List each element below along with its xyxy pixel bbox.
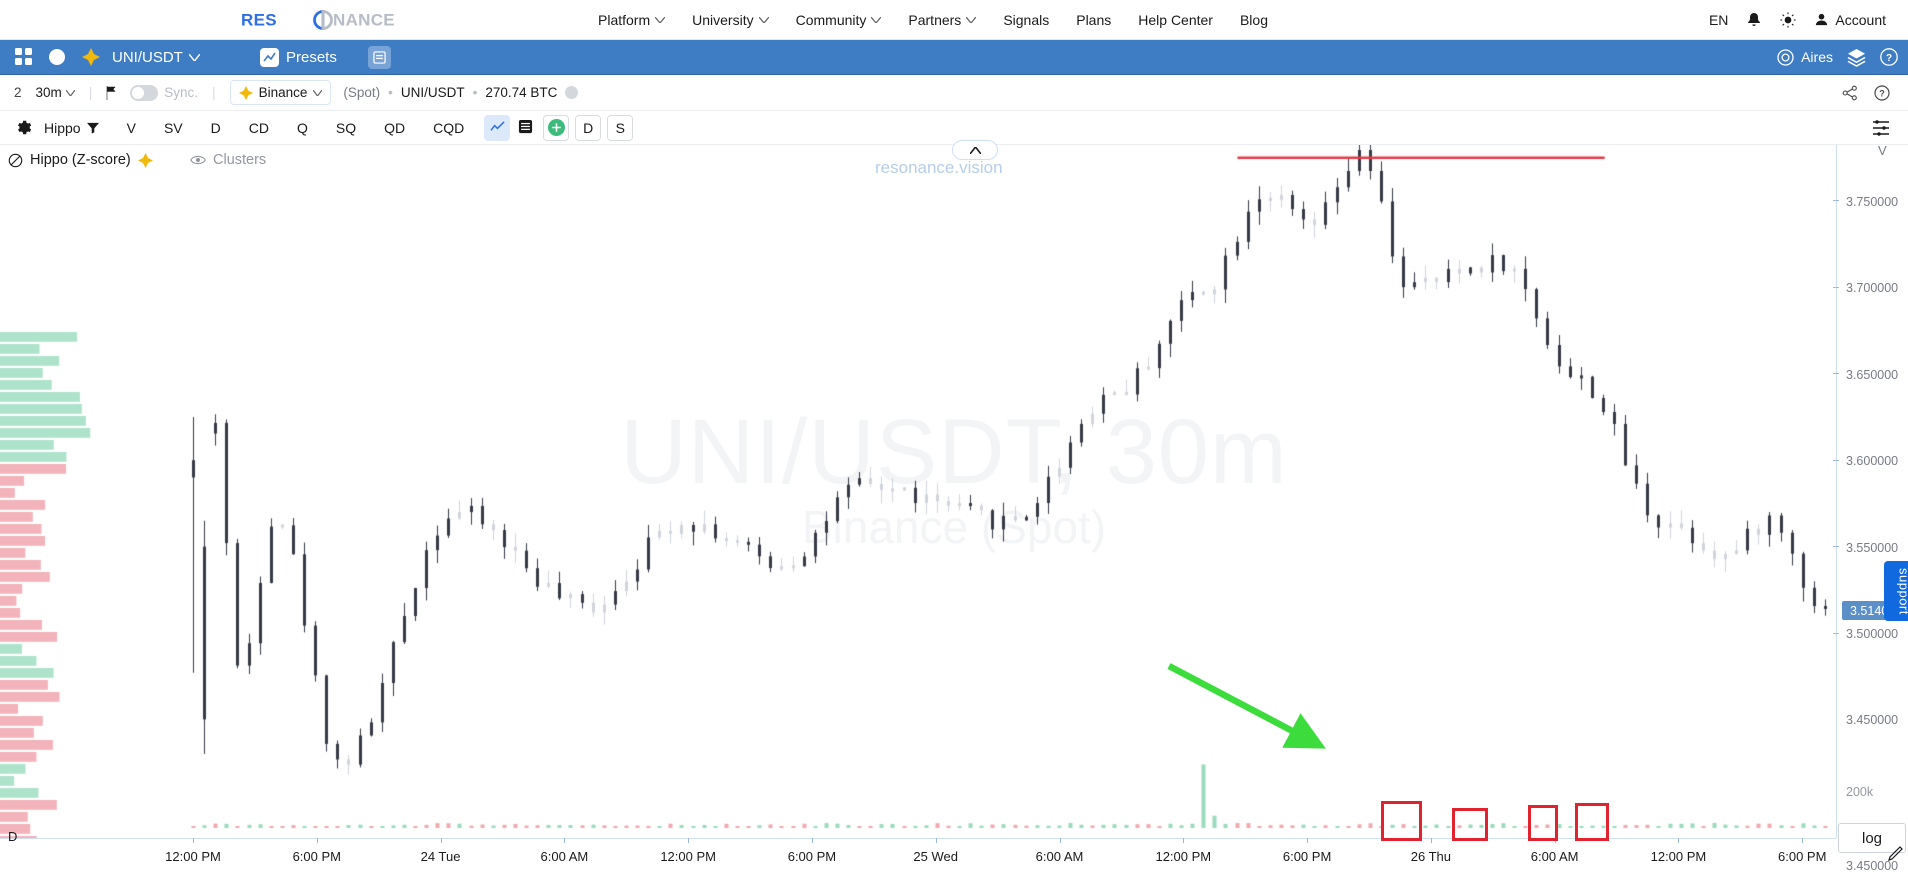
svg-text:?: ? [1886,53,1892,64]
svg-text:?: ? [1879,88,1885,98]
svg-text:RES: RES [241,10,277,29]
svg-text:NANCE: NANCE [333,10,395,29]
